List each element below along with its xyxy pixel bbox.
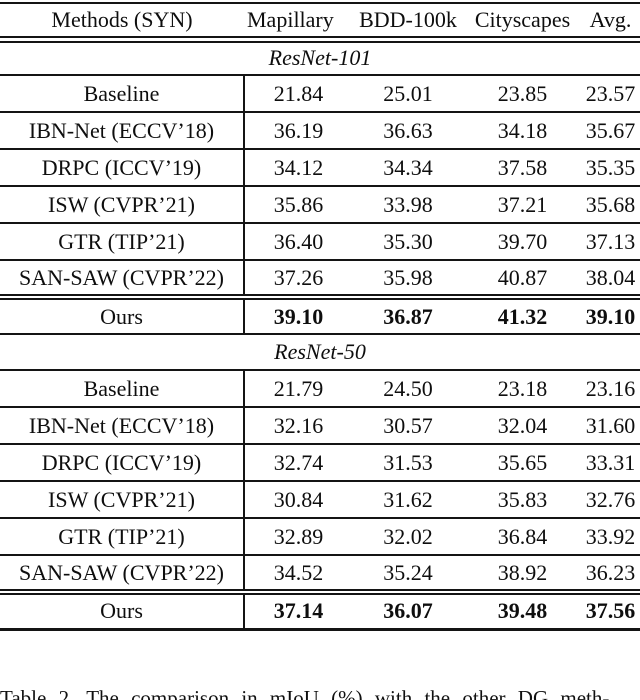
value-cell: 30.57	[383, 412, 433, 438]
value-cell: 33.98	[383, 191, 433, 217]
method-cell: ISW (CVPR’21)	[48, 191, 195, 217]
value-cell: 41.32	[497, 303, 548, 329]
value-cell: 31.62	[383, 486, 433, 512]
value-cell: 23.85	[497, 80, 548, 106]
method-cell: GTR (TIP’21)	[58, 228, 185, 254]
section-title: ResNet-50	[274, 339, 366, 364]
method-cell: IBN-Net (ECCV’18)	[28, 412, 215, 438]
value-cell: 32.76	[585, 486, 636, 512]
value-cell: 34.34	[383, 154, 433, 180]
table-row-ours: Ours 37.14 36.07 39.48 37.56	[0, 592, 640, 629]
section-title: ResNet-101	[268, 45, 372, 71]
value-cell: 37.26	[243, 260, 352, 297]
value-cell: 30.84	[243, 481, 352, 518]
value-cell: 33.92	[585, 523, 636, 549]
value-cell: 34.12	[243, 149, 352, 186]
value-cell: 40.87	[497, 264, 548, 290]
method-cell: Baseline	[83, 80, 160, 106]
method-cell: GTR (TIP’21)	[58, 523, 185, 549]
table-row-sansaw: SAN-SAW (CVPR’22) 34.52 35.24 38.92 36.2…	[0, 555, 640, 592]
column-header-mapillary: Mapillary	[247, 6, 334, 32]
value-cell: 34.52	[243, 555, 352, 592]
value-cell: 32.89	[243, 518, 352, 555]
value-cell: 39.10	[243, 297, 352, 334]
table-row-ibnnet: IBN-Net (ECCV’18) 36.19 36.63 34.18 35.6…	[0, 112, 640, 149]
value-cell: 21.84	[243, 75, 352, 112]
method-cell: Baseline	[83, 375, 160, 401]
table-row-drpc: DRPC (ICCV’19) 34.12 34.34 37.58 35.35	[0, 149, 640, 186]
value-cell: 38.92	[497, 559, 548, 585]
value-cell: 35.86	[243, 186, 352, 223]
table-row-baseline: Baseline 21.84 25.01 23.85 23.57	[0, 75, 640, 112]
value-cell: 37.14	[243, 592, 352, 629]
value-cell: 37.21	[497, 191, 548, 217]
value-cell: 34.18	[497, 117, 548, 143]
table-caption: Table 2. The comparison in mIoU (%) with…	[0, 686, 610, 700]
method-cell: Ours	[100, 303, 143, 329]
column-header-methods: Methods (SYN)	[51, 6, 193, 32]
methods-comparison-table: Methods (SYN) Mapillary BDD-100k Citysca…	[0, 2, 640, 631]
value-cell: 23.16	[585, 375, 636, 401]
value-cell: 24.50	[383, 375, 433, 401]
value-cell: 25.01	[383, 80, 433, 106]
value-cell: 36.63	[383, 117, 433, 143]
table-row-ours: Ours 39.10 36.87 41.32 39.10	[0, 297, 640, 334]
table-header-row: Methods (SYN) Mapillary BDD-100k Citysca…	[0, 3, 640, 39]
section-header-resnet101: ResNet-101	[0, 39, 640, 75]
value-cell: 36.23	[585, 559, 636, 585]
value-cell: 35.68	[585, 191, 636, 217]
value-cell: 35.65	[497, 449, 548, 475]
table-row-sansaw: SAN-SAW (CVPR’22) 37.26 35.98 40.87 38.0…	[0, 260, 640, 297]
table-row-gtr: GTR (TIP’21) 32.89 32.02 36.84 33.92	[0, 518, 640, 555]
value-cell: 23.57	[585, 80, 636, 106]
table-row-isw: ISW (CVPR’21) 35.86 33.98 37.21 35.68	[0, 186, 640, 223]
column-header-cityscapes: Cityscapes	[474, 6, 571, 32]
value-cell: 36.19	[243, 112, 352, 149]
value-cell: 36.84	[497, 523, 548, 549]
table-row-drpc: DRPC (ICCV’19) 32.74 31.53 35.65 33.31	[0, 444, 640, 481]
value-cell: 37.13	[585, 228, 636, 254]
value-cell: 38.04	[585, 264, 636, 290]
value-cell: 23.18	[497, 375, 548, 401]
value-cell: 35.35	[585, 154, 636, 180]
value-cell: 36.07	[383, 598, 433, 624]
value-cell: 31.60	[585, 412, 636, 438]
value-cell: 32.74	[243, 444, 352, 481]
value-cell: 39.70	[497, 228, 548, 254]
table-row-ibnnet: IBN-Net (ECCV’18) 32.16 30.57 32.04 31.6…	[0, 407, 640, 444]
value-cell: 35.98	[383, 264, 433, 290]
value-cell: 39.48	[497, 598, 548, 624]
method-cell: SAN-SAW (CVPR’22)	[18, 264, 224, 290]
value-cell: 36.87	[383, 303, 433, 329]
method-cell: DRPC (ICCV’19)	[41, 154, 202, 180]
value-cell: 35.67	[585, 117, 636, 143]
value-cell: 33.31	[585, 449, 636, 475]
method-cell: ISW (CVPR’21)	[48, 486, 195, 512]
value-cell: 31.53	[383, 449, 433, 475]
value-cell: 39.10	[585, 303, 636, 329]
column-header-bdd100k: BDD-100k	[359, 6, 457, 32]
value-cell: 32.04	[497, 412, 548, 438]
value-cell: 35.83	[497, 486, 548, 512]
table-row-gtr: GTR (TIP’21) 36.40 35.30 39.70 37.13	[0, 223, 640, 260]
column-header-avg: Avg.	[589, 6, 632, 32]
method-cell: DRPC (ICCV’19)	[41, 449, 202, 475]
table-row-baseline: Baseline 21.79 24.50 23.18 23.16	[0, 370, 640, 407]
table-row-isw: ISW (CVPR’21) 30.84 31.62 35.83 32.76	[0, 481, 640, 518]
value-cell: 37.58	[497, 154, 548, 180]
method-cell: SAN-SAW (CVPR’22)	[18, 559, 224, 585]
value-cell: 32.02	[383, 523, 433, 549]
method-cell: IBN-Net (ECCV’18)	[28, 117, 215, 143]
value-cell: 37.56	[585, 598, 636, 624]
value-cell: 21.79	[243, 370, 352, 407]
method-cell: Ours	[100, 598, 143, 624]
value-cell: 32.16	[243, 407, 352, 444]
value-cell: 35.30	[383, 228, 433, 254]
section-header-resnet50: ResNet-50	[0, 334, 640, 370]
value-cell: 36.40	[243, 223, 352, 260]
value-cell: 35.24	[383, 559, 433, 585]
